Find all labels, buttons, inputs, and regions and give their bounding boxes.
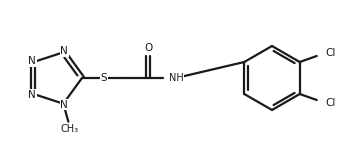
Text: CH₃: CH₃ [60,124,78,134]
Text: NH: NH [169,73,184,83]
Text: N: N [28,90,36,100]
Text: Cl: Cl [326,98,336,108]
Text: N: N [60,46,68,56]
Text: Cl: Cl [326,48,336,58]
Text: N: N [28,56,36,66]
Text: S: S [101,73,107,83]
Text: N: N [60,100,68,110]
Text: O: O [144,43,152,53]
